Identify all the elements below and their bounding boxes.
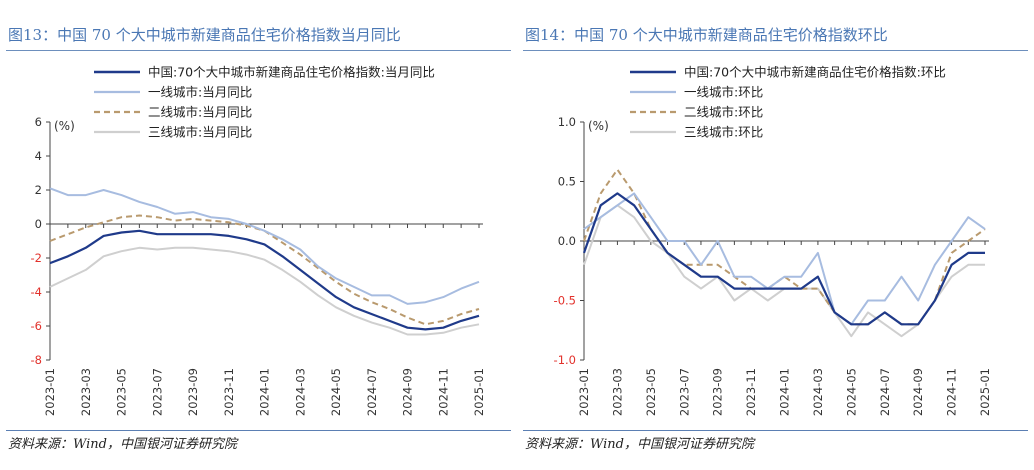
x-tick-label-2024-01: 2024-01 <box>778 368 792 416</box>
x-tick-label-2023-11: 2023-11 <box>222 368 236 416</box>
x-tick-label-2023-01: 2023-01 <box>43 368 57 416</box>
x-tick-label-2024-11: 2024-11 <box>436 368 450 416</box>
y-tick-label-1.0: 1.0 <box>558 115 576 129</box>
figure-13-chart: 中国:70个大中城市新建商品住宅价格指数:当月同比一线城市:当月同比二线城市:当… <box>31 65 486 417</box>
figure-14-title-rule <box>523 50 1028 51</box>
x-tick-label-2024-03: 2024-03 <box>811 368 825 416</box>
figure-13-footer-rule <box>6 430 511 431</box>
x-tick-label-2024-03: 2024-03 <box>293 368 307 416</box>
figure-14-title: 图14：中国 70 个大中城市新建商品住宅价格指数环比 <box>525 26 888 44</box>
x-tick-label-2025-01: 2025-01 <box>978 368 992 416</box>
x-tick-label-2024-07: 2024-07 <box>878 368 892 416</box>
figure-14-panel: 图14：中国 70 个大中城市新建商品住宅价格指数环比 中国:70个大中城市新建… <box>517 0 1034 470</box>
y-tick-label-1.0: -1.0 <box>554 353 576 367</box>
figure-14-chart: 中国:70个大中城市新建商品住宅价格指数:环比一线城市:环比二线城市:环比三线城… <box>554 65 992 417</box>
x-tick-label-2023-09: 2023-09 <box>711 368 725 416</box>
series-line-2 <box>583 168 986 326</box>
x-tick-label-2025-01: 2025-01 <box>472 368 486 416</box>
x-tick-label-2023-07: 2023-07 <box>150 368 164 416</box>
y-tick-label-4: 4 <box>35 149 42 163</box>
legend-label-3: 三线城市:当月同比 <box>148 125 252 140</box>
x-tick-label-2023-09: 2023-09 <box>186 368 200 416</box>
x-tick-label-2023-05: 2023-05 <box>115 368 129 416</box>
y-tick-label-0.5: 0.5 <box>558 175 576 189</box>
unit-label: (%) <box>54 119 75 133</box>
y-tick-label-4: -4 <box>31 285 42 299</box>
series-line-1 <box>49 187 480 305</box>
x-tick-label-2024-09: 2024-09 <box>911 368 925 416</box>
legend-label-1: 一线城市:环比 <box>684 85 763 100</box>
legend-label-3: 三线城市:环比 <box>684 125 763 140</box>
figure-14-source: 资料来源：Wind，中国银河证券研究院 <box>525 437 754 452</box>
unit-label: (%) <box>588 119 609 133</box>
figure-13-title: 图13：中国 70 个大中城市新建商品住宅价格指数当月同比 <box>8 26 401 44</box>
y-tick-label-8: -8 <box>31 353 42 367</box>
figure-13-panel: 图13：中国 70 个大中城市新建商品住宅价格指数当月同比 中国:70个大中城市… <box>6 26 511 452</box>
legend-label-0: 中国:70个大中城市新建商品住宅价格指数:环比 <box>684 65 946 80</box>
y-tick-label-2: 2 <box>35 183 42 197</box>
series-line-3 <box>49 246 480 336</box>
x-tick-label-2023-03: 2023-03 <box>79 368 93 416</box>
y-tick-label-0.0: 0.0 <box>558 234 576 248</box>
x-tick-label-2023-11: 2023-11 <box>744 368 758 416</box>
x-tick-label-2024-07: 2024-07 <box>365 368 379 416</box>
x-tick-label-2024-11: 2024-11 <box>945 368 959 416</box>
series-line-0 <box>49 229 480 331</box>
series-line-0 <box>582 192 985 326</box>
series-line-1 <box>583 192 986 326</box>
y-tick-label-6: -6 <box>31 319 42 333</box>
x-tick-label-2023-07: 2023-07 <box>677 368 691 416</box>
figure-13-title-rule <box>6 50 511 51</box>
x-tick-label-2024-05: 2024-05 <box>844 368 858 416</box>
y-tick-label-0.5: -0.5 <box>554 294 576 308</box>
x-tick-label-2024-05: 2024-05 <box>329 368 343 416</box>
x-tick-label-2023-01: 2023-01 <box>577 368 591 416</box>
x-tick-label-2023-05: 2023-05 <box>644 368 658 416</box>
figure-14-footer-rule <box>523 430 1028 431</box>
y-tick-label-6: 6 <box>35 115 42 129</box>
y-tick-label-0: 0 <box>35 217 42 231</box>
legend-label-1: 一线城市:当月同比 <box>148 85 252 100</box>
x-tick-label-2024-09: 2024-09 <box>401 368 415 416</box>
y-tick-label-2: -2 <box>31 251 42 265</box>
legend-label-0: 中国:70个大中城市新建商品住宅价格指数:当月同比 <box>148 65 435 80</box>
legend-label-2: 二线城市:环比 <box>684 105 763 120</box>
legend-label-2: 二线城市:当月同比 <box>148 105 252 120</box>
figure-13-source: 资料来源：Wind，中国银河证券研究院 <box>8 437 237 452</box>
x-tick-label-2023-03: 2023-03 <box>610 368 624 416</box>
x-tick-label-2024-01: 2024-01 <box>258 368 272 416</box>
